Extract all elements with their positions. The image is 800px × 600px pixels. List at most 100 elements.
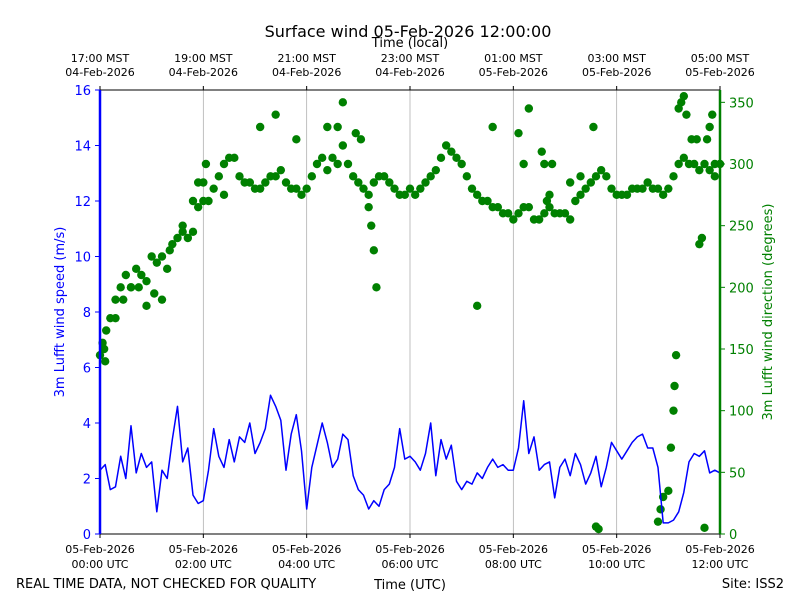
- wind-direction-point: [400, 190, 410, 200]
- wind-direction-point: [333, 159, 342, 169]
- wind-direction-point: [664, 184, 673, 193]
- top-tick-label-time: 03:00 MST: [587, 52, 646, 65]
- top-tick-label-date: 05-Feb-2026: [479, 66, 548, 79]
- wind-direction-point: [638, 184, 647, 193]
- top-tick-label-time: 17:00 MST: [71, 52, 130, 65]
- bottom-axis-label: Time (UTC): [373, 578, 446, 593]
- wind-direction-point: [472, 301, 482, 311]
- x-tick-label-time: 02:00 UTC: [175, 558, 232, 571]
- wind-direction-point: [710, 159, 720, 169]
- wind-direction-point: [147, 252, 156, 261]
- wind-direction-point: [666, 443, 676, 452]
- wind-direction-point: [193, 202, 203, 212]
- y-left-tick-label: 2: [83, 473, 91, 488]
- top-tick-label-date: 05-Feb-2026: [685, 66, 754, 79]
- y-right-tick-label: 350: [729, 96, 754, 111]
- wind-direction-point: [235, 172, 244, 181]
- y-right-tick-label: 250: [729, 220, 754, 235]
- x-tick-label-time: 06:00 UTC: [381, 558, 438, 571]
- wind-direction-point: [134, 283, 143, 292]
- tick-labels: 05-Feb-2026 00:00 UTC 05-Feb-2026 02:00 UTC…: [65, 52, 754, 571]
- wind-direction-point: [410, 190, 420, 200]
- wind-direction-point: [385, 178, 394, 187]
- wind-direction-point: [214, 172, 224, 181]
- wind-direction-point: [700, 159, 709, 169]
- wind-direction-point: [271, 172, 280, 181]
- wind-direction-point: [292, 135, 301, 144]
- wind-direction-point: [581, 184, 590, 193]
- wind-direction-point: [307, 172, 317, 181]
- y-right-tick-label: 300: [729, 158, 754, 173]
- wind-direction-point: [157, 252, 167, 261]
- wind-direction-point: [656, 505, 665, 514]
- y-left-tick-label: 6: [83, 362, 91, 377]
- wind-direction-point: [457, 159, 466, 169]
- wind-direction-point: [462, 172, 472, 181]
- wind-direction-point: [565, 178, 575, 187]
- wind-direction-point: [708, 110, 717, 119]
- wind-direction-point: [245, 178, 255, 187]
- wind-direction-point: [594, 524, 603, 534]
- y-left-tick-label: 12: [74, 195, 91, 210]
- y-left-tick-label: 16: [74, 84, 91, 99]
- wind-speed-series: [99, 394, 721, 524]
- wind-direction-point: [545, 190, 554, 200]
- wind-direction-point: [700, 523, 709, 533]
- wind-direction-point: [426, 172, 435, 181]
- wind-direction-point: [188, 196, 198, 206]
- wind-speed-line: [99, 394, 721, 524]
- wind-direction-point: [343, 159, 353, 169]
- wind-direction-point: [369, 178, 379, 187]
- wind-direction-point: [602, 172, 611, 181]
- wind-direction-point: [281, 178, 291, 187]
- wind-direction-point: [261, 178, 270, 187]
- wind-direction-point: [100, 357, 110, 366]
- wind-direction-point: [705, 122, 714, 132]
- wind-direction-point: [178, 227, 187, 237]
- wind-direction-point: [596, 165, 606, 175]
- wind-direction-point: [622, 190, 632, 200]
- wind-direction-point: [565, 215, 575, 224]
- wind-direction-point: [165, 246, 174, 255]
- wind-direction-point: [710, 172, 720, 181]
- right-axis-label: 3m Lufft wind direction (degrees): [761, 204, 776, 421]
- wind-direction-point: [653, 517, 663, 526]
- wind-direction-point: [338, 98, 348, 107]
- wind-direction-point: [436, 153, 446, 163]
- wind-direction-point: [669, 406, 678, 415]
- wind-direction-point: [524, 104, 534, 113]
- top-tick-label-time: 19:00 MST: [174, 52, 233, 65]
- wind-direction-point: [576, 190, 585, 200]
- wind-direction-point: [514, 128, 523, 138]
- wind-direction-point: [431, 165, 441, 175]
- wind-direction-point: [689, 159, 699, 169]
- wind-direction-point: [509, 215, 518, 224]
- x-tick-label-time: 08:00 UTC: [485, 558, 542, 571]
- wind-direction-point: [364, 202, 373, 212]
- top-axis-label: Time (local): [371, 36, 448, 51]
- wind-direction-point: [547, 159, 557, 169]
- wind-direction-point: [142, 301, 151, 311]
- wind-direction-point: [534, 215, 544, 224]
- top-tick-label-date: 04-Feb-2026: [375, 66, 444, 79]
- wind-direction-point: [317, 153, 327, 163]
- wind-direction-point: [111, 313, 120, 323]
- y-right-tick-label: 50: [729, 466, 746, 481]
- wind-direction-point: [276, 165, 286, 175]
- wind-direction-point: [560, 209, 570, 218]
- wind-direction-point: [695, 165, 704, 175]
- y-left-tick-label: 10: [74, 251, 91, 266]
- wind-direction-point: [692, 135, 701, 144]
- y-right-tick-label: 200: [729, 281, 754, 296]
- wind-direction-point: [116, 283, 125, 292]
- wind-direction-point: [524, 202, 534, 212]
- top-tick-label-time: 21:00 MST: [277, 52, 336, 65]
- wind-direction-point: [664, 486, 673, 496]
- x-tick-label-date: 05-Feb-2026: [65, 543, 134, 556]
- wind-direction-point: [199, 178, 208, 187]
- wind-direction-point: [697, 233, 707, 243]
- top-tick-label-date: 04-Feb-2026: [169, 66, 238, 79]
- wind-direction-point: [219, 159, 229, 169]
- wind-direction-point: [705, 165, 714, 175]
- wind-direction-point: [157, 295, 167, 304]
